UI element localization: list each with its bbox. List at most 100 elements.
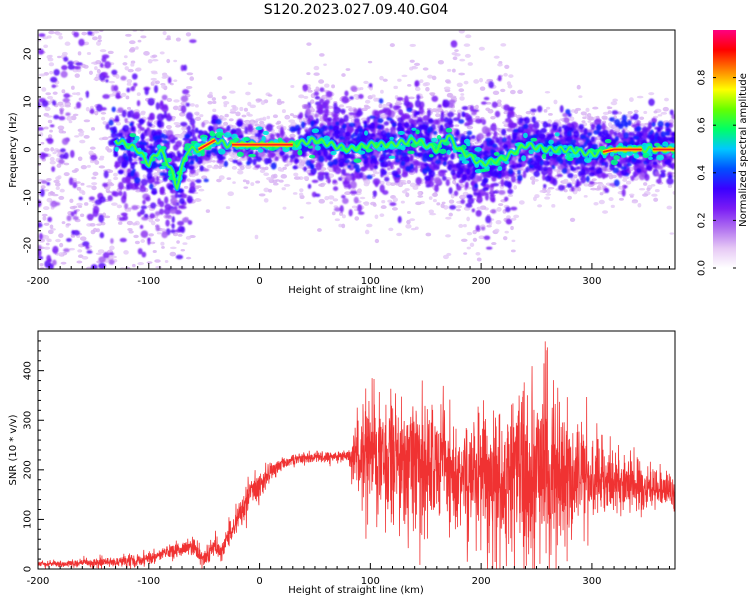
spectrum-blob [164,196,169,204]
spectrum-haze-point [136,92,141,96]
spectrum-haze-point [96,68,101,74]
spectrum-haze-point [478,77,484,83]
spectrum-haze-point [194,116,202,121]
spectrum-haze-point [126,220,134,226]
spectrum-haze-point [207,100,213,105]
spectrum-haze-point [173,79,178,82]
spectrum-haze-point [486,78,494,82]
spectrum-blob [140,178,148,186]
spectrum-blob [133,82,138,87]
spectrum-haze-point [216,178,222,183]
spectrum-haze-point [504,64,510,69]
spectrum-haze-point [275,179,280,182]
spectrum-blob [384,177,390,182]
spectrum-haze-point [456,205,463,209]
spectrum-blob [182,89,190,95]
spectrum-core-blob [348,122,356,128]
spectrum-blob [73,31,80,38]
spectrum-haze-point [92,30,100,34]
spectrum-haze-point [126,106,132,110]
spectrum-blob [170,139,176,144]
spectrum-core-blob [232,159,238,164]
spectrum-blob [124,117,128,123]
spectrum-haze-point [463,252,468,255]
spectrum-haze-point [445,234,451,238]
spectrum-blob [155,224,160,232]
spectrum-haze-point [43,147,50,152]
spectrum-core-blob [345,131,351,137]
spectrum-haze-point [123,250,129,255]
spectrum-haze-point [91,182,98,186]
spectrum-haze-point [83,135,90,139]
spectrum-haze-point [559,118,565,121]
spectrum-haze-point [46,54,52,60]
spectrum-haze-point [372,203,377,207]
spectrum-blob [471,109,480,113]
spectrum-haze-point [171,116,176,122]
spectrum-core-blob [461,111,466,118]
spectrum-haze-point [444,110,449,114]
spectrum-haze-point [186,85,193,89]
spectrum-haze-point [135,46,139,50]
spectrum-haze-point [55,176,61,181]
spectrum-haze-point [126,82,132,86]
spectrum-blob [111,69,118,75]
spectrum-haze-point [610,174,617,179]
spectrum-haze-point [231,165,238,170]
spectrum-blob [115,92,121,99]
spectrum-haze-point [199,114,204,118]
spectrum-blob [464,181,469,189]
spectrum-haze-point [263,187,270,193]
spectrum-blob [61,65,68,71]
spectrum-blob [180,95,189,103]
spectrum-haze-point [185,32,192,37]
spectrum-haze-point [648,92,655,96]
spectrum-haze-point [298,118,303,123]
spectrum-haze-point [331,211,336,216]
spectrum-blob [450,40,458,48]
spectrum-haze-point [179,112,186,117]
spectrum-haze-point [498,203,504,207]
spectrum-blob [120,212,128,217]
spectrum-blob [507,135,511,140]
spectrum-haze-point [379,213,385,217]
spectrum-blob [107,195,113,202]
spectrum-blob [185,102,190,107]
spectrum-haze-point [260,123,266,128]
spectrum-haze-point [598,183,605,187]
spectrum-blob [140,205,148,210]
spectrum-haze-point [587,112,592,118]
spectrum-blob [175,254,184,260]
spectrum-haze-point [313,65,320,71]
spectrum-haze-point [607,106,613,110]
spectrum-haze-point [305,201,312,205]
spectrum-haze-point [149,241,156,245]
spectrum-haze-point [650,183,656,187]
spectrum-blob [358,94,364,100]
spectrum-blob [191,124,196,130]
spectrum-haze-point [250,182,255,186]
spectrum-haze-point [486,101,492,105]
spectrum-blob [126,87,131,93]
spectrum-core-blob [533,170,541,178]
spectrum-blob [174,272,180,278]
spectrum-core-blob [552,124,558,131]
spectrum-haze-point [341,223,346,229]
spectrum-haze-point [497,99,502,104]
spectrum-haze-point [77,205,83,208]
spectrum-haze-point [591,178,597,182]
spectrum-haze-point [155,80,160,85]
spectrum-blob [201,121,206,128]
spectrum-haze-point [75,208,80,212]
spectrum-haze-point [497,62,503,67]
spectrum-haze-point [212,108,217,113]
spectrum-blob [108,252,115,256]
spectrum-blob [74,66,82,70]
spectrum-haze-point [392,197,398,202]
spectrum-blob [503,104,510,111]
spectrum-haze-point [318,79,325,84]
spectrum-haze-point [319,183,325,188]
spectrum-haze-point [587,120,592,123]
spectrum-blob [63,93,71,98]
